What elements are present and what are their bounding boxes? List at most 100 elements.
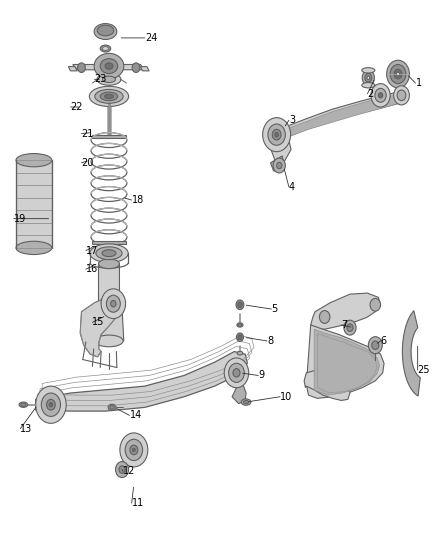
Text: 7: 7	[341, 320, 347, 330]
Ellipse shape	[105, 63, 113, 69]
Circle shape	[125, 439, 143, 461]
Text: 14: 14	[130, 410, 142, 421]
Polygon shape	[99, 264, 120, 320]
Circle shape	[101, 289, 126, 319]
Text: 5: 5	[272, 304, 278, 314]
Circle shape	[268, 124, 286, 146]
Ellipse shape	[102, 250, 116, 257]
Polygon shape	[306, 325, 384, 398]
Circle shape	[272, 130, 281, 140]
Ellipse shape	[362, 68, 375, 73]
Circle shape	[233, 368, 240, 377]
Ellipse shape	[100, 92, 118, 101]
Ellipse shape	[97, 25, 114, 36]
Polygon shape	[276, 95, 400, 143]
Circle shape	[78, 63, 85, 72]
Circle shape	[375, 88, 386, 102]
Text: 10: 10	[280, 392, 293, 402]
Polygon shape	[92, 241, 126, 244]
Polygon shape	[271, 92, 405, 151]
Ellipse shape	[238, 302, 242, 308]
Circle shape	[119, 466, 125, 473]
Text: 23: 23	[95, 75, 107, 84]
Ellipse shape	[16, 154, 52, 167]
Ellipse shape	[244, 400, 249, 403]
Text: 22: 22	[71, 102, 83, 112]
Ellipse shape	[100, 45, 111, 52]
Polygon shape	[94, 309, 124, 341]
Circle shape	[120, 433, 148, 467]
Text: 18: 18	[132, 195, 144, 205]
Ellipse shape	[19, 402, 28, 407]
Ellipse shape	[99, 259, 120, 269]
Text: 21: 21	[81, 128, 94, 139]
Circle shape	[263, 118, 290, 152]
Ellipse shape	[16, 241, 52, 255]
Circle shape	[371, 84, 390, 107]
Circle shape	[394, 86, 410, 105]
Circle shape	[130, 445, 138, 455]
Ellipse shape	[387, 60, 410, 88]
Text: 8: 8	[267, 336, 273, 346]
Ellipse shape	[94, 23, 117, 39]
Text: 1: 1	[416, 78, 422, 88]
Polygon shape	[304, 370, 350, 400]
Ellipse shape	[238, 324, 242, 326]
Polygon shape	[73, 64, 145, 70]
Circle shape	[397, 90, 406, 101]
Circle shape	[275, 133, 279, 137]
Polygon shape	[272, 140, 291, 161]
Ellipse shape	[21, 403, 26, 406]
Ellipse shape	[241, 399, 251, 405]
Ellipse shape	[95, 303, 123, 315]
Circle shape	[347, 324, 353, 332]
Polygon shape	[311, 293, 381, 329]
Circle shape	[35, 386, 66, 423]
Circle shape	[319, 311, 330, 324]
Text: 4: 4	[289, 182, 295, 192]
Ellipse shape	[94, 53, 124, 79]
Circle shape	[344, 320, 356, 335]
Text: 17: 17	[86, 246, 98, 255]
Circle shape	[111, 301, 116, 307]
Ellipse shape	[237, 333, 244, 342]
Ellipse shape	[237, 323, 243, 327]
Text: 15: 15	[92, 317, 105, 327]
Polygon shape	[16, 160, 52, 248]
Text: 12: 12	[123, 466, 135, 476]
Circle shape	[368, 337, 382, 354]
Ellipse shape	[89, 86, 129, 107]
Ellipse shape	[236, 300, 244, 310]
Ellipse shape	[96, 247, 122, 260]
Polygon shape	[80, 296, 121, 357]
Ellipse shape	[95, 335, 123, 347]
Ellipse shape	[362, 70, 374, 85]
Text: 25: 25	[418, 365, 430, 375]
Circle shape	[46, 399, 55, 410]
Text: 6: 6	[381, 336, 387, 346]
Circle shape	[132, 63, 140, 72]
Circle shape	[133, 448, 135, 451]
Polygon shape	[68, 67, 77, 71]
Text: 24: 24	[145, 33, 157, 43]
Ellipse shape	[90, 244, 128, 263]
Polygon shape	[92, 135, 126, 138]
Text: 11: 11	[132, 498, 144, 508]
Ellipse shape	[365, 74, 372, 82]
Text: 19: 19	[14, 214, 26, 224]
Circle shape	[378, 93, 383, 98]
Polygon shape	[232, 384, 246, 403]
Circle shape	[106, 295, 120, 312]
Circle shape	[273, 158, 286, 173]
Circle shape	[370, 298, 381, 311]
Ellipse shape	[396, 72, 399, 76]
Ellipse shape	[97, 74, 121, 85]
Polygon shape	[403, 311, 420, 396]
Text: 16: 16	[86, 264, 98, 274]
Ellipse shape	[362, 83, 375, 88]
Ellipse shape	[238, 335, 242, 340]
Ellipse shape	[394, 69, 402, 79]
Circle shape	[224, 358, 249, 387]
Polygon shape	[35, 352, 247, 411]
Circle shape	[116, 462, 129, 478]
